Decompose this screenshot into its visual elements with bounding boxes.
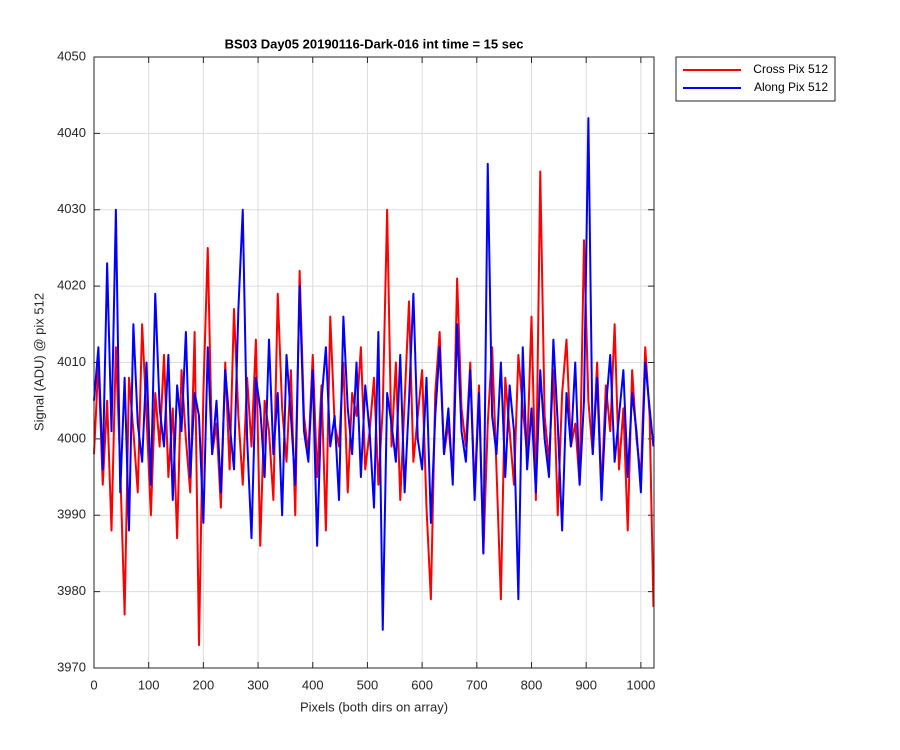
x-tick-label: 200 [193,677,215,692]
y-tick-label: 3990 [57,507,86,522]
y-tick-label: 4040 [57,125,86,140]
x-tick-label: 500 [357,677,379,692]
data-line [93,117,655,631]
x-tick-label: 1000 [626,677,655,692]
x-tick-label: 900 [575,677,597,692]
y-axis-label: Signal (ADU) @ pix 512 [31,293,46,431]
x-tick-label: 100 [138,677,160,692]
x-tick-label: 800 [521,677,543,692]
y-tick-label: 4050 [57,48,86,63]
legend-box [675,56,836,102]
chart-title: BS03 Day05 20190116-Dark-016 int time = … [225,36,524,51]
legend-label: Cross Pix 512 [753,62,828,76]
x-tick-label: 0 [90,677,97,692]
y-tick-label: 4030 [57,201,86,216]
x-tick-label: 300 [247,677,269,692]
y-tick-label: 4000 [57,430,86,445]
y-tick-label: 4020 [57,278,86,293]
y-tick-label: 3970 [57,659,86,674]
axes-box [93,56,655,669]
data-line [93,170,655,647]
x-tick-label: 600 [411,677,433,692]
legend-label: Along Pix 512 [754,80,828,94]
x-tick-label: 400 [302,677,324,692]
x-axis-label: Pixels (both dirs on array) [300,699,448,714]
y-tick-label: 3980 [57,583,86,598]
y-tick-label: 4010 [57,354,86,369]
x-tick-label: 700 [466,677,488,692]
